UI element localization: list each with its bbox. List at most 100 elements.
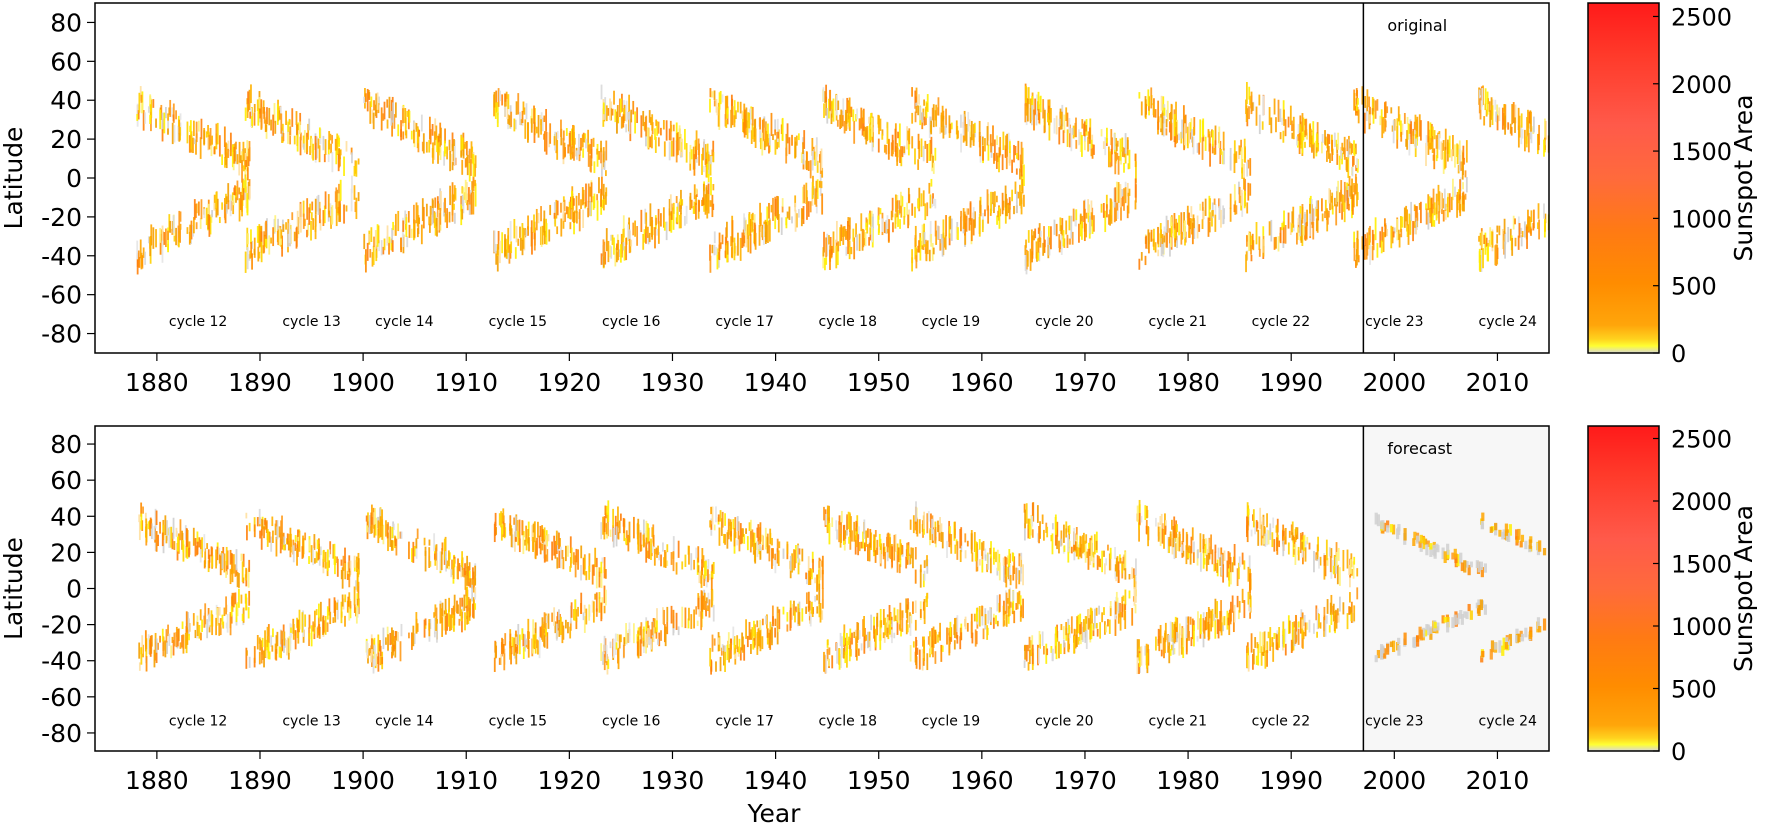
sunspot-mark bbox=[595, 557, 598, 568]
sunspot-mark bbox=[513, 218, 516, 239]
sunspot-mark bbox=[399, 641, 402, 662]
sunspot-mark bbox=[502, 646, 505, 655]
sunspot-mark bbox=[1157, 249, 1160, 257]
sunspot-mark bbox=[836, 529, 838, 540]
sunspot-mark bbox=[193, 199, 196, 220]
sunspot-mark bbox=[853, 521, 856, 542]
sunspot-mark bbox=[574, 560, 577, 578]
sunspot-mark bbox=[205, 131, 208, 138]
sunspot-mark bbox=[527, 631, 529, 649]
sunspot-mark bbox=[592, 137, 595, 147]
sunspot-mark bbox=[1009, 601, 1012, 608]
sunspot-mark bbox=[1390, 107, 1393, 114]
sunspot-mark bbox=[1352, 194, 1354, 215]
sunspot-mark bbox=[283, 542, 285, 551]
sunspot-mark bbox=[815, 145, 818, 163]
sunspot-mark bbox=[1011, 159, 1014, 173]
sunspot-mark bbox=[1025, 249, 1028, 270]
sunspot-mark bbox=[803, 184, 806, 204]
sunspot-mark bbox=[474, 179, 477, 187]
sunspot-mark bbox=[583, 616, 586, 633]
sunspot-mark bbox=[1168, 121, 1171, 133]
sunspot-mark bbox=[1222, 205, 1225, 225]
sunspot-mark bbox=[929, 528, 932, 540]
sunspot-mark bbox=[327, 154, 330, 163]
sunspot-mark bbox=[1009, 574, 1012, 586]
sunspot-mark bbox=[1525, 136, 1528, 144]
sunspot-mark bbox=[838, 648, 841, 670]
sunspot-mark bbox=[242, 180, 245, 193]
sunspot-mark bbox=[921, 112, 924, 123]
sunspot-mark bbox=[1243, 177, 1245, 190]
sunspot-mark bbox=[1366, 232, 1369, 256]
sunspot-mark bbox=[1456, 191, 1459, 211]
sunspot-mark bbox=[167, 230, 169, 241]
sunspot-mark bbox=[466, 154, 469, 176]
sunspot-mark bbox=[287, 229, 289, 248]
sunspot-mark bbox=[890, 210, 893, 221]
sunspot-mark bbox=[310, 545, 313, 563]
x-tick-label: 1970 bbox=[1053, 368, 1117, 397]
sunspot-mark bbox=[1248, 86, 1251, 100]
sunspot-mark bbox=[560, 202, 562, 213]
sunspot-mark bbox=[1503, 218, 1506, 234]
sunspot-mark bbox=[883, 221, 886, 234]
sunspot-mark bbox=[351, 175, 353, 194]
sunspot-mark bbox=[767, 220, 769, 244]
sunspot-mark bbox=[993, 139, 996, 161]
sunspot-mark bbox=[493, 657, 496, 672]
sunspot-mark bbox=[558, 619, 561, 637]
sunspot-mark bbox=[498, 657, 501, 665]
sunspot-mark bbox=[415, 202, 418, 224]
sunspot-mark bbox=[1251, 233, 1254, 250]
sunspot-mark bbox=[675, 196, 678, 204]
sunspot-mark bbox=[310, 212, 313, 220]
sunspot-mark bbox=[1305, 222, 1308, 238]
sunspot-mark bbox=[460, 204, 463, 226]
sunspot-mark bbox=[881, 133, 884, 140]
sunspot-mark bbox=[311, 201, 314, 211]
sunspot-mark bbox=[675, 612, 678, 630]
sunspot-mark bbox=[294, 630, 297, 650]
sunspot-mark bbox=[155, 638, 158, 653]
sunspot-mark bbox=[355, 160, 358, 177]
sunspot-mark bbox=[553, 212, 556, 219]
sunspot-mark bbox=[402, 108, 404, 124]
sunspot-mark bbox=[870, 113, 872, 123]
sunspot-mark bbox=[239, 155, 242, 164]
sunspot-mark bbox=[264, 651, 267, 658]
sunspot-mark bbox=[186, 121, 189, 144]
sunspot-mark bbox=[710, 577, 713, 590]
sunspot-mark bbox=[914, 619, 917, 631]
x-tick-label: 1890 bbox=[228, 368, 292, 397]
sunspot-mark bbox=[759, 527, 761, 545]
sunspot-mark bbox=[1355, 259, 1357, 268]
sunspot-mark bbox=[1104, 210, 1107, 233]
sunspot-mark bbox=[1289, 105, 1292, 126]
sunspot-mark bbox=[847, 240, 850, 255]
sunspot-mark bbox=[926, 143, 929, 163]
sunspot-mark bbox=[380, 240, 383, 256]
sunspot-mark bbox=[934, 529, 937, 544]
sunspot-mark bbox=[582, 148, 585, 158]
sunspot-mark bbox=[762, 224, 765, 246]
cycle-label: cycle 12 bbox=[169, 314, 227, 330]
sunspot-mark bbox=[911, 203, 914, 216]
sunspot-mark bbox=[295, 227, 298, 249]
sunspot-mark bbox=[1050, 226, 1052, 250]
sunspot-mark bbox=[472, 603, 474, 618]
sunspot-mark bbox=[179, 642, 182, 649]
sunspot-mark bbox=[176, 628, 179, 647]
sunspot-mark bbox=[730, 109, 733, 128]
sunspot-mark bbox=[711, 194, 714, 218]
sunspot-mark bbox=[245, 593, 248, 611]
sunspot-mark bbox=[684, 216, 686, 226]
sunspot-mark bbox=[238, 573, 240, 588]
sunspot-mark bbox=[533, 233, 536, 251]
sunspot-mark bbox=[1414, 205, 1417, 222]
sunspot-mark bbox=[795, 135, 798, 146]
sunspot-mark bbox=[1273, 98, 1276, 115]
sunspot-mark bbox=[944, 124, 947, 135]
sunspot-mark bbox=[192, 217, 195, 234]
